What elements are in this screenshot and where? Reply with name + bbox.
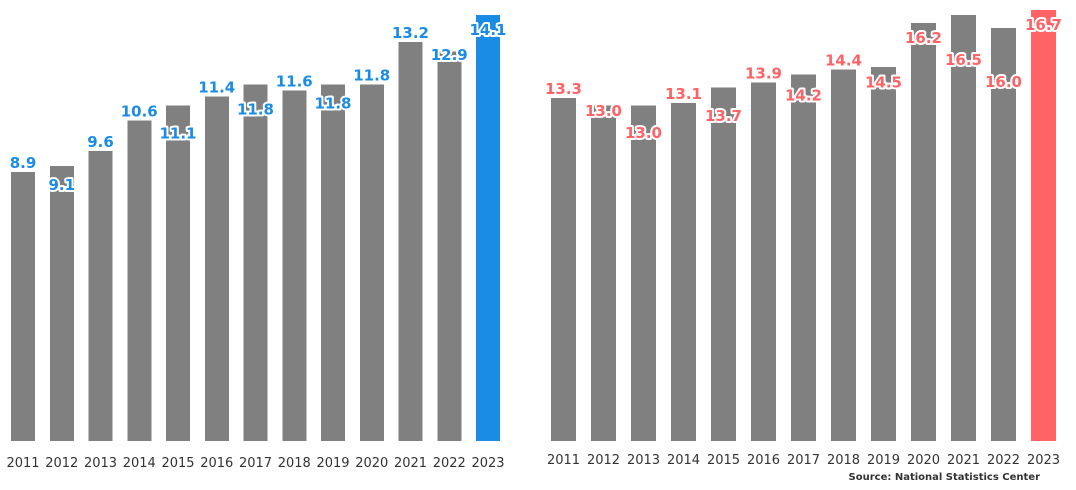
right-bar-2014	[671, 102, 696, 441]
left-bar-2021	[398, 42, 423, 441]
right-x-tick-label: 2011	[547, 453, 580, 468]
right-bar-chart: 2011 13.3 2012 13.0 2013 13.0 2014 13.1 2015 13.7…	[543, 10, 1064, 468]
left-bar-2019	[321, 84, 345, 442]
right-bar-2019	[871, 66, 896, 441]
left-data-label: 8.9	[10, 154, 37, 172]
right-data-label: 14.5	[865, 73, 902, 91]
left-bar-chart: 2011 8.9 2012 9.1 2013 9.6 2014 10.6 2015 11.1 201…	[6, 15, 509, 471]
right-x-tick-label: 2022	[987, 453, 1020, 468]
right-data-label: 13.0	[585, 102, 622, 120]
source-note: Source: National Statistics Center	[848, 472, 1040, 483]
right-bar-2011	[551, 97, 576, 441]
right-x-tick-label: 2020	[907, 453, 940, 468]
left-bar-2022	[437, 51, 462, 441]
left-data-label: 11.4	[198, 79, 235, 97]
right-bar-2017	[791, 74, 816, 442]
right-bar-2018	[831, 69, 856, 442]
left-data-label: 9.1	[48, 176, 75, 194]
left-data-label: 11.8	[314, 95, 351, 113]
left-data-label: 14.1	[469, 21, 506, 39]
left-data-label: 13.2	[392, 24, 429, 42]
right-data-label: 13.0	[625, 124, 662, 142]
right-x-tick-label: 2012	[587, 453, 620, 468]
left-x-tick-label: 2019	[316, 456, 349, 471]
left-x-tick-label: 2018	[278, 456, 311, 471]
right-data-label: 16.5	[945, 51, 982, 69]
right-x-tick-label: 2019	[867, 453, 900, 468]
left-bar-2020	[359, 84, 384, 442]
right-data-label: 13.7	[705, 107, 742, 125]
left-data-label: 9.6	[87, 133, 114, 151]
right-data-label: 16.7	[1025, 16, 1062, 34]
left-x-tick-label: 2017	[239, 456, 272, 471]
left-data-label: 10.6	[121, 103, 158, 121]
left-bar-2016	[204, 96, 229, 441]
left-bar-2018	[282, 90, 307, 441]
left-x-tick-label: 2014	[123, 456, 156, 471]
right-bar-2023	[1031, 10, 1056, 441]
left-x-tick-label: 2016	[200, 456, 233, 471]
left-data-label: 12.9	[431, 46, 468, 64]
right-bar-2013	[631, 105, 656, 442]
right-x-tick-label: 2018	[827, 453, 860, 468]
right-bar-2021	[951, 15, 976, 441]
right-data-label: 13.3	[545, 80, 582, 98]
left-bar-2012	[49, 166, 74, 441]
right-x-tick-label: 2016	[747, 453, 780, 468]
right-x-tick-label: 2015	[707, 453, 740, 468]
left-x-tick-label: 2022	[433, 456, 466, 471]
left-x-tick-label: 2020	[355, 456, 388, 471]
left-data-label: 11.8	[353, 66, 390, 84]
right-data-label: 16.0	[985, 73, 1022, 91]
left-bar-2014	[127, 120, 152, 442]
left-data-label: 11.6	[276, 73, 313, 91]
right-x-tick-label: 2023	[1027, 453, 1060, 468]
left-x-tick-label: 2023	[471, 456, 504, 471]
right-bar-2012	[591, 105, 616, 442]
right-bar-2020	[911, 22, 936, 442]
right-bar-2015	[711, 87, 736, 442]
left-x-tick-label: 2013	[84, 456, 117, 471]
right-bar-2016	[751, 82, 776, 441]
left-data-label: 11.1	[159, 125, 196, 143]
right-x-tick-label: 2017	[787, 453, 820, 468]
left-bar-2013	[88, 150, 113, 441]
right-x-tick-label: 2021	[947, 453, 980, 468]
right-bar-2022	[991, 28, 1016, 441]
left-x-tick-label: 2015	[161, 456, 194, 471]
left-bar-2015	[166, 105, 190, 441]
left-bar-2011	[11, 172, 35, 442]
left-x-tick-label: 2012	[45, 456, 78, 471]
right-data-label: 16.2	[905, 29, 942, 47]
right-data-label: 13.1	[665, 85, 702, 103]
right-data-label: 14.4	[825, 51, 862, 69]
right-x-tick-label: 2014	[667, 453, 700, 468]
left-x-tick-label: 2011	[6, 456, 39, 471]
right-data-label: 13.9	[745, 64, 782, 82]
left-bar-2023	[476, 15, 500, 441]
right-data-label: 14.2	[785, 86, 822, 104]
left-data-label: 11.8	[237, 101, 274, 119]
left-bar-2017	[243, 84, 268, 442]
left-x-tick-label: 2021	[394, 456, 427, 471]
right-x-tick-label: 2013	[627, 453, 660, 468]
